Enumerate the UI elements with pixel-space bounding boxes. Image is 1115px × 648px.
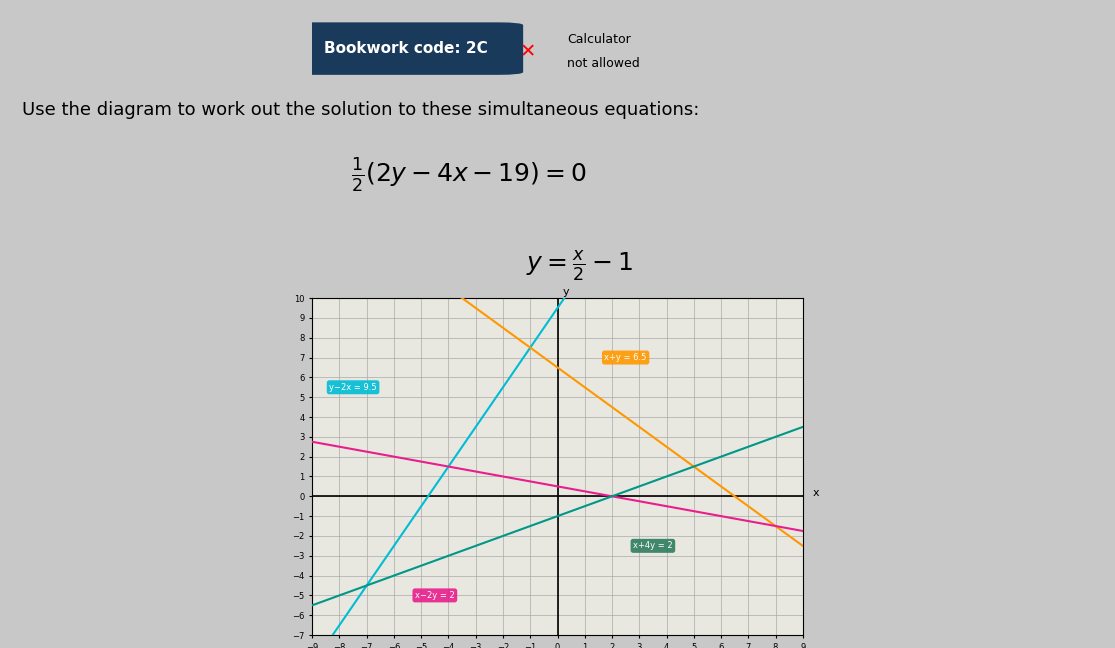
Text: x: x (813, 489, 820, 498)
Text: x−2y = 2: x−2y = 2 (415, 591, 455, 600)
Text: y−2x = 9.5: y−2x = 9.5 (329, 383, 377, 392)
Text: Bookwork code: 2C: Bookwork code: 2C (323, 41, 487, 56)
Text: not allowed: not allowed (568, 56, 640, 70)
Text: $\frac{1}{2}(2y - 4x - 19) = 0$: $\frac{1}{2}(2y - 4x - 19) = 0$ (350, 156, 586, 194)
Text: x+4y = 2: x+4y = 2 (633, 541, 672, 550)
Text: ✕: ✕ (520, 42, 536, 61)
Text: x+y = 6.5: x+y = 6.5 (604, 353, 647, 362)
FancyBboxPatch shape (288, 23, 523, 75)
Text: Calculator: Calculator (568, 33, 631, 47)
Text: y: y (562, 287, 569, 297)
Text: Use the diagram to work out the solution to these simultaneous equations:: Use the diagram to work out the solution… (22, 101, 700, 119)
Text: $y = \frac{x}{2} - 1$: $y = \frac{x}{2} - 1$ (526, 248, 633, 283)
